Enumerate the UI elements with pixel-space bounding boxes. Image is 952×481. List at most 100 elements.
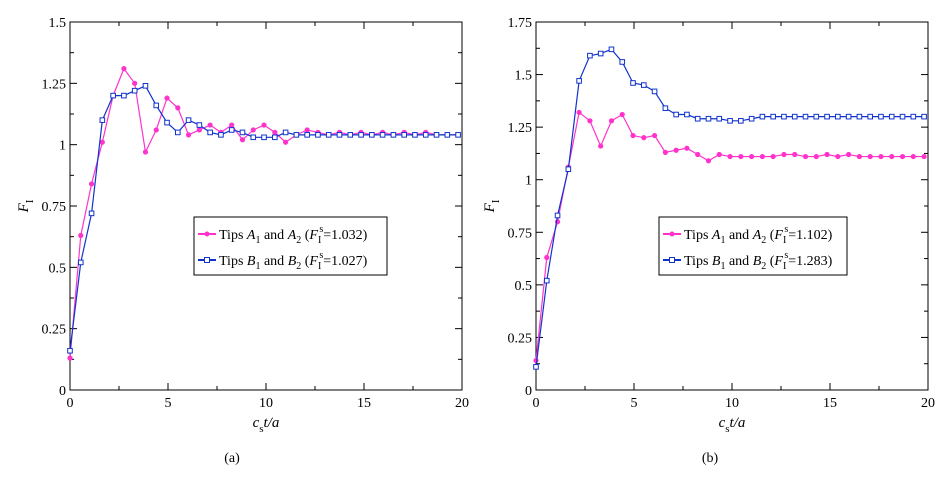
series-tips-b bbox=[67, 82, 461, 354]
data-point bbox=[229, 122, 235, 128]
data-point bbox=[358, 132, 364, 138]
series-tips-b bbox=[533, 46, 927, 370]
legend-entry-tips-a: Tips A1 and A2 (FIs=1.032) bbox=[198, 224, 368, 246]
panel-label: (b) bbox=[702, 451, 719, 466]
data-point bbox=[608, 118, 615, 124]
x-tick-label: 0 bbox=[67, 396, 74, 411]
data-point bbox=[444, 132, 451, 138]
data-point bbox=[336, 132, 343, 138]
data-point bbox=[196, 122, 203, 128]
x-axis-label: cst/a bbox=[719, 415, 746, 435]
data-point bbox=[716, 151, 722, 158]
data-point bbox=[759, 153, 765, 160]
data-point bbox=[630, 132, 636, 139]
data-point bbox=[824, 151, 830, 158]
data-point bbox=[304, 132, 310, 138]
data-point bbox=[315, 132, 321, 138]
y-tick-label: 1.75 bbox=[508, 16, 533, 31]
data-point bbox=[433, 132, 440, 138]
data-point bbox=[347, 132, 354, 138]
data-point bbox=[878, 113, 884, 120]
legend-marker bbox=[204, 231, 210, 237]
data-point bbox=[304, 127, 310, 133]
legend-box bbox=[193, 216, 388, 276]
data-point bbox=[153, 102, 160, 109]
plot-frame bbox=[535, 21, 929, 391]
data-point bbox=[207, 129, 213, 136]
x-tick-label: 10 bbox=[725, 396, 739, 411]
data-point bbox=[543, 277, 550, 284]
series-tips-a bbox=[67, 66, 461, 361]
data-point bbox=[641, 135, 647, 141]
data-point bbox=[565, 166, 572, 172]
data-point bbox=[422, 132, 429, 138]
data-point bbox=[651, 132, 658, 139]
data-point bbox=[673, 147, 679, 153]
data-point bbox=[597, 50, 604, 57]
data-point bbox=[239, 137, 246, 143]
y-tick-label: 1 bbox=[59, 139, 66, 154]
data-point bbox=[727, 153, 733, 160]
panel-label: (a) bbox=[224, 451, 240, 466]
data-point bbox=[791, 113, 798, 120]
data-point bbox=[261, 134, 267, 141]
data-point bbox=[738, 153, 744, 160]
data-point bbox=[695, 151, 701, 158]
data-point bbox=[131, 87, 138, 94]
data-point bbox=[78, 232, 84, 239]
data-point bbox=[99, 139, 105, 145]
data-point bbox=[770, 113, 776, 120]
data-point bbox=[673, 111, 679, 118]
x-tick-label: 15 bbox=[823, 396, 837, 411]
data-point bbox=[196, 127, 202, 133]
y-axis-label: FI bbox=[482, 199, 502, 213]
x-tick-label: 10 bbox=[259, 396, 273, 411]
data-point bbox=[813, 113, 820, 120]
y-tick-label: 0 bbox=[59, 384, 66, 399]
data-point bbox=[845, 113, 852, 120]
y-tick-label: 0 bbox=[525, 384, 532, 399]
y-tick-label: 1 bbox=[525, 174, 532, 189]
data-point bbox=[813, 153, 819, 160]
x-axis-label: cst/a bbox=[253, 415, 280, 435]
y-tick-label: 1.5 bbox=[515, 69, 533, 84]
data-point bbox=[802, 153, 809, 160]
data-point bbox=[867, 113, 873, 120]
data-point bbox=[921, 153, 927, 160]
data-point bbox=[293, 132, 300, 138]
x-tick-label: 5 bbox=[631, 396, 638, 411]
data-point bbox=[283, 139, 289, 145]
y-axis-label: FI bbox=[16, 199, 36, 213]
legend-marker bbox=[204, 257, 210, 263]
data-point bbox=[369, 132, 375, 138]
data-point bbox=[185, 132, 192, 138]
data-point bbox=[856, 113, 863, 120]
data-point bbox=[781, 151, 787, 158]
series-line bbox=[69, 67, 459, 359]
legend-label: Tips A1 and A2 (FIs=1.102) bbox=[684, 224, 833, 246]
data-point bbox=[899, 153, 906, 160]
legend-marker bbox=[669, 231, 675, 237]
data-point bbox=[705, 158, 712, 164]
data-point bbox=[802, 113, 809, 120]
legend: Tips A1 and A2 (FIs=1.032) Tips B1 and B2… bbox=[193, 216, 388, 276]
data-point bbox=[250, 127, 256, 133]
data-point bbox=[910, 153, 916, 160]
data-point bbox=[218, 132, 224, 138]
legend-entry-tips-a: Tips A1 and A2 (FIs=1.102) bbox=[663, 224, 833, 246]
y-tick-label: 1.5 bbox=[49, 16, 67, 31]
data-point bbox=[792, 151, 798, 158]
legend-entry-tips-b: Tips B1 and B2 (FIs=1.027) bbox=[198, 250, 368, 272]
data-point bbox=[272, 134, 278, 141]
data-point bbox=[856, 153, 863, 160]
data-point bbox=[576, 109, 582, 116]
data-point bbox=[261, 122, 267, 128]
x-tick-label: 5 bbox=[165, 396, 172, 411]
data-point bbox=[99, 117, 106, 123]
data-point bbox=[77, 259, 84, 266]
data-point bbox=[716, 115, 723, 122]
data-point bbox=[272, 129, 278, 135]
y-tick-label: 0.25 bbox=[42, 323, 67, 338]
data-point bbox=[867, 153, 873, 160]
data-point bbox=[401, 132, 407, 138]
